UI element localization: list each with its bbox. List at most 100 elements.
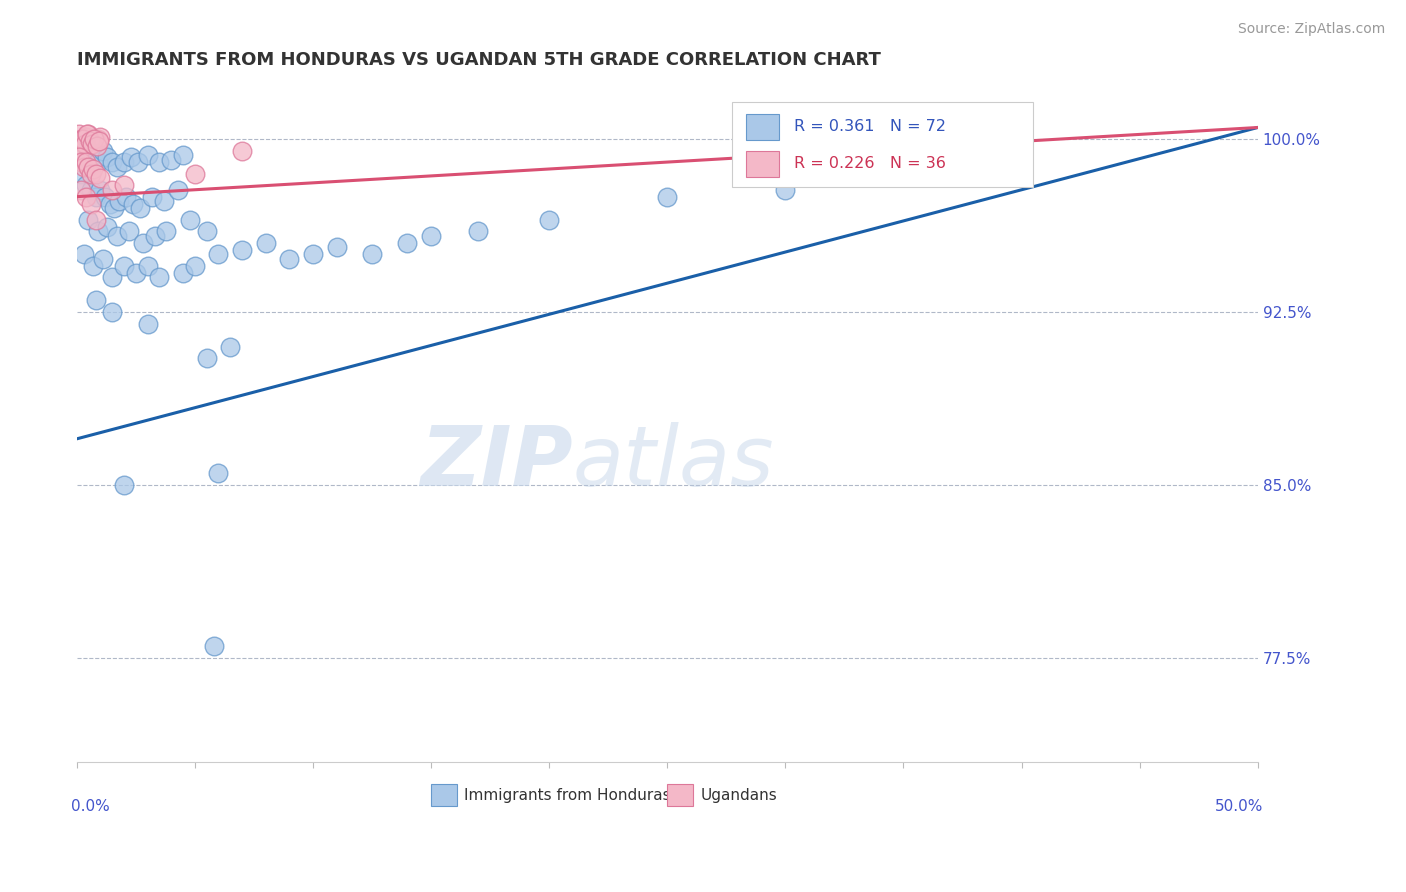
- Point: [82, 148, 104, 162]
- Point: [167, 183, 190, 197]
- Point: [67, 151, 90, 165]
- Bar: [668, 784, 693, 806]
- Point: [89, 183, 111, 197]
- Point: [115, 189, 138, 203]
- Point: [657, 189, 679, 203]
- Point: [73, 136, 96, 151]
- Point: [89, 129, 111, 144]
- Point: [143, 228, 166, 243]
- Point: [101, 305, 124, 319]
- Point: [136, 317, 159, 331]
- Point: [82, 132, 104, 146]
- Point: [80, 196, 103, 211]
- Point: [207, 467, 229, 481]
- Point: [172, 148, 194, 162]
- Point: [148, 155, 170, 169]
- Point: [70, 167, 93, 181]
- Point: [98, 196, 121, 211]
- Point: [72, 132, 94, 146]
- Bar: [432, 784, 457, 806]
- Point: [207, 247, 229, 261]
- Point: [1011, 144, 1033, 158]
- Point: [75, 129, 97, 144]
- Point: [112, 259, 135, 273]
- Point: [96, 151, 118, 165]
- Point: [70, 132, 93, 146]
- Point: [70, 155, 93, 169]
- Point: [125, 266, 148, 280]
- Point: [325, 240, 347, 254]
- Point: [179, 212, 201, 227]
- Point: [467, 224, 489, 238]
- Point: [80, 167, 103, 181]
- Point: [69, 139, 91, 153]
- Point: [73, 160, 96, 174]
- Point: [82, 259, 104, 273]
- Point: [202, 640, 225, 654]
- Point: [361, 247, 384, 261]
- Text: atlas: atlas: [572, 422, 775, 503]
- Text: 50.0%: 50.0%: [1215, 799, 1264, 814]
- Point: [73, 136, 96, 151]
- Point: [84, 293, 107, 308]
- Text: R = 0.361   N = 72: R = 0.361 N = 72: [793, 120, 946, 135]
- Point: [86, 139, 108, 153]
- Text: Source: ZipAtlas.com: Source: ZipAtlas.com: [1237, 22, 1385, 37]
- Point: [120, 151, 142, 165]
- Point: [420, 228, 443, 243]
- Point: [75, 178, 97, 193]
- Point: [87, 224, 110, 238]
- Point: [184, 167, 207, 181]
- Point: [84, 189, 107, 203]
- Point: [254, 235, 277, 250]
- Point: [89, 134, 111, 148]
- Point: [84, 134, 107, 148]
- Point: [127, 155, 149, 169]
- Point: [79, 134, 101, 148]
- Point: [101, 270, 124, 285]
- Point: [160, 153, 183, 167]
- Point: [219, 340, 242, 354]
- Point: [132, 235, 155, 250]
- Point: [87, 132, 110, 146]
- Point: [136, 148, 159, 162]
- Point: [396, 235, 419, 250]
- Point: [112, 478, 135, 492]
- Point: [75, 189, 97, 203]
- Point: [75, 155, 97, 169]
- Point: [122, 196, 145, 211]
- Point: [105, 228, 128, 243]
- Point: [129, 201, 152, 215]
- Point: [84, 167, 107, 181]
- Point: [77, 144, 100, 158]
- Text: Immigrants from Honduras: Immigrants from Honduras: [464, 788, 671, 803]
- Point: [73, 247, 96, 261]
- Point: [153, 194, 176, 209]
- Point: [195, 351, 218, 365]
- Point: [76, 128, 98, 142]
- Point: [108, 194, 131, 209]
- Point: [278, 252, 301, 266]
- Point: [231, 144, 253, 158]
- Text: IMMIGRANTS FROM HONDURAS VS UGANDAN 5TH GRADE CORRELATION CHART: IMMIGRANTS FROM HONDURAS VS UGANDAN 5TH …: [77, 51, 880, 69]
- Text: ZIP: ZIP: [420, 422, 572, 503]
- Point: [77, 212, 100, 227]
- Point: [67, 128, 90, 142]
- Point: [112, 155, 135, 169]
- Bar: [747, 114, 779, 140]
- Text: Ugandans: Ugandans: [700, 788, 778, 803]
- Point: [91, 144, 114, 158]
- Point: [89, 171, 111, 186]
- Point: [83, 132, 105, 146]
- Point: [91, 252, 114, 266]
- Point: [148, 270, 170, 285]
- Point: [73, 136, 96, 151]
- Point: [101, 183, 124, 197]
- Point: [893, 167, 915, 181]
- Point: [538, 212, 561, 227]
- Point: [94, 189, 117, 203]
- Bar: [747, 151, 779, 177]
- Text: 0.0%: 0.0%: [70, 799, 110, 814]
- Point: [80, 183, 103, 197]
- Point: [77, 160, 100, 174]
